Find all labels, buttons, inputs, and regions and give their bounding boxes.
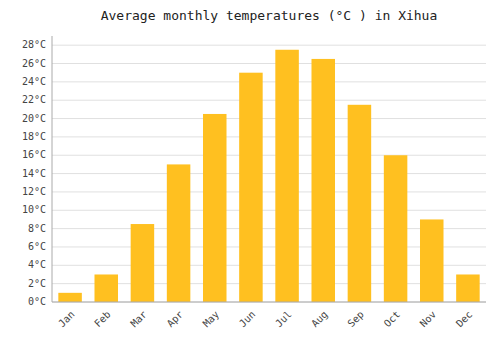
x-tick-label: Jul [273, 309, 294, 330]
chart-container: 0°C 2°C 4°C 6°C 8°C 10°C 12°C 14°C 16°C 18°C 20°C 2… [0, 0, 500, 350]
x-tick-label: Feb [92, 309, 113, 330]
grid-line [52, 155, 486, 156]
grid-line [52, 118, 486, 119]
title: Average monthly temperatures (°C ) in Xi… [101, 8, 438, 23]
bar [275, 50, 299, 302]
x-tick-label: May [201, 309, 222, 330]
grid-line [52, 191, 486, 192]
y-tick-label: 20°C [22, 113, 46, 124]
grid-line [52, 173, 486, 174]
y-tick-label: 8°C [28, 223, 46, 234]
grid-line [52, 136, 486, 137]
y-tick-label: 26°C [22, 58, 46, 69]
y-tick-label: 6°C [28, 241, 46, 252]
bar [239, 73, 263, 302]
y-tick-label: 10°C [22, 204, 46, 215]
y-tick-label: 4°C [28, 259, 46, 270]
grid-line [52, 45, 486, 46]
grid-line [52, 210, 486, 211]
y-tick-label: 12°C [22, 186, 46, 197]
grid-line [52, 302, 486, 303]
bar [58, 293, 82, 302]
grid-line [52, 63, 486, 64]
x-tick-label: Mar [128, 309, 149, 330]
y-tick-label: 14°C [22, 168, 46, 179]
chart-svg: 0°C 2°C 4°C 6°C 8°C 10°C 12°C 14°C 16°C 18°C 20°C 2… [0, 0, 500, 350]
y-ticks: 0°C 2°C 4°C 6°C 8°C 10°C 12°C 14°C 16°C 18°C 20°C 2… [22, 39, 46, 307]
bar [94, 274, 118, 302]
y-axis-line [52, 36, 53, 302]
bar [203, 114, 227, 302]
bar [131, 224, 155, 302]
x-tick-label: Aug [309, 309, 330, 330]
y-tick-label: 24°C [22, 76, 46, 87]
bar [167, 164, 191, 302]
x-tick-label: Jun [237, 309, 258, 330]
y-tick-label: 22°C [22, 94, 46, 105]
x-ticks: Jan Feb Mar Apr May Jun Jul Aug Sep Oct Nov Dec [56, 309, 474, 330]
x-tick-label: Dec [454, 309, 475, 330]
y-tick-label: 0°C [28, 296, 46, 307]
bar [456, 274, 480, 302]
x-tick-label: Sep [345, 309, 366, 330]
x-axis-line [52, 302, 486, 303]
y-tick-label: 18°C [22, 131, 46, 142]
grid-line [52, 100, 486, 101]
grid [52, 45, 486, 302]
bar [384, 155, 408, 302]
grid-line [52, 81, 486, 82]
y-tick-label: 16°C [22, 149, 46, 160]
bar [420, 219, 444, 302]
bar [311, 59, 335, 302]
x-tick-label: Apr [165, 309, 186, 330]
bar [348, 105, 372, 302]
y-tick-label: 2°C [28, 278, 46, 289]
y-tick-label: 28°C [22, 39, 46, 50]
x-tick-label: Jan [56, 309, 77, 330]
bars [58, 50, 479, 302]
x-tick-label: Oct [382, 309, 403, 330]
x-tick-label: Nov [418, 309, 439, 330]
